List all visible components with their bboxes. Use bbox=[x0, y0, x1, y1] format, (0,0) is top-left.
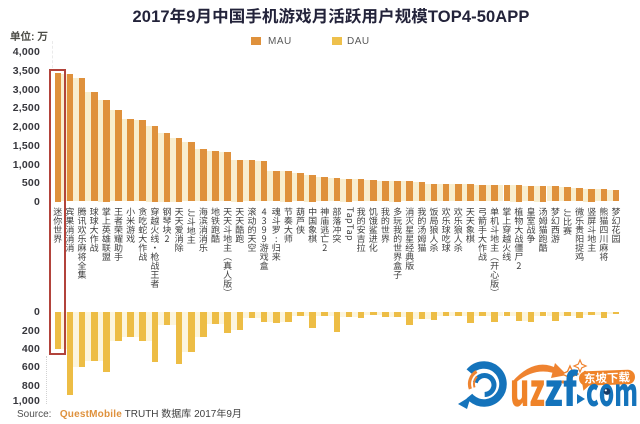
svg-text:zf: zf bbox=[544, 354, 579, 419]
svg-text:东坡下载: 东坡下载 bbox=[584, 369, 631, 387]
svg-text:com: com bbox=[586, 362, 638, 417]
svg-text:uz: uz bbox=[510, 354, 545, 419]
